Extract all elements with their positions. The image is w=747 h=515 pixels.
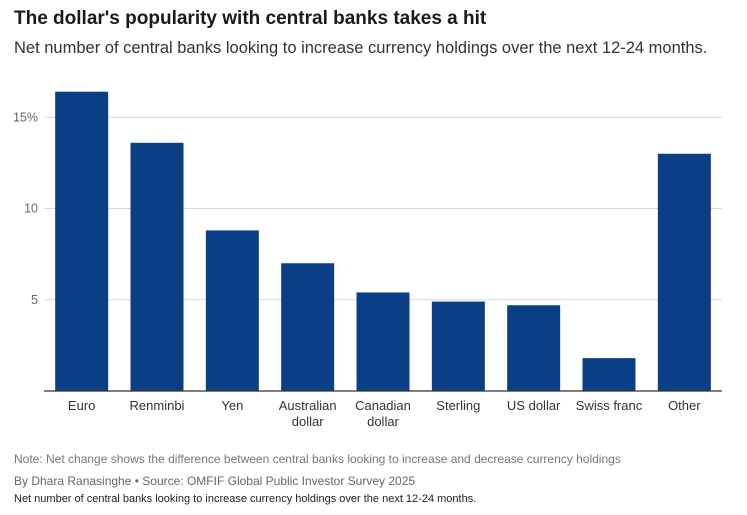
category-label: US dollar <box>507 398 561 413</box>
category-label: Canadian dollar <box>355 398 411 429</box>
y-tick-label: 15% <box>13 110 38 124</box>
category-label: Other <box>668 398 701 413</box>
category-label: Renminbi <box>130 398 185 413</box>
bar-us-dollar <box>507 305 561 391</box>
y-tick-label: 10 <box>24 202 38 216</box>
category-label: Sterling <box>436 398 480 413</box>
bar-other <box>657 153 711 391</box>
y-tick-label: 5 <box>31 293 38 307</box>
category-label: Yen <box>221 398 243 413</box>
bar-yen <box>205 230 259 391</box>
bar-swiss-franc <box>582 358 636 391</box>
bar-renminbi <box>130 142 184 391</box>
footer-subtitle: Net number of central banks looking to i… <box>14 493 477 505</box>
bar-euro <box>55 91 109 391</box>
category-label: Australian dollar <box>279 398 337 429</box>
category-labels: Euro Renminbi Yen Australian dollar Canadian d… <box>68 398 701 429</box>
chart-subtitle: Net number of central banks looking to i… <box>14 39 708 57</box>
gridlines: 5 10 15% <box>13 110 722 307</box>
category-label: Euro <box>68 398 95 413</box>
category-label: Swiss franc <box>576 398 643 413</box>
chart-byline: By Dhara Ranasinghe • Source: OMFIF Glob… <box>14 474 416 488</box>
bars <box>55 91 711 391</box>
bar-canadian-dollar <box>356 292 410 391</box>
chart-title: The dollar's popularity with central ban… <box>14 8 487 29</box>
bar-chart: 5 10 15% Euro Renminbi Yen Australian dollar Ca… <box>13 91 722 429</box>
bar-sterling <box>431 301 485 391</box>
bar-australian-dollar <box>281 263 335 391</box>
chart-note: Note: Net change shows the difference be… <box>14 452 621 466</box>
